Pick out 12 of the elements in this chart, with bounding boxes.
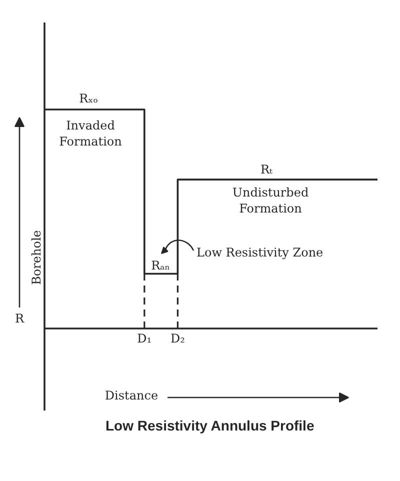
text: Borehole: [30, 230, 44, 285]
annotation: Low Resistivity Zone: [196, 246, 324, 260]
x-tick-label: D₂: [170, 332, 186, 346]
annotation: Undisturbed Formation: [232, 185, 309, 216]
x-axis-title: Distance: [104, 388, 158, 402]
text: Rₓₒ: [79, 92, 98, 106]
annotation: Rₜ: [260, 162, 273, 176]
annotation: Invaded Formation: [59, 118, 122, 149]
text: Low Resistivity Annulus Profile: [106, 418, 314, 434]
y-axis-title: R: [14, 312, 25, 326]
annotation: Rₐₙ: [151, 258, 170, 272]
x-tick-label: D₁: [137, 332, 152, 346]
